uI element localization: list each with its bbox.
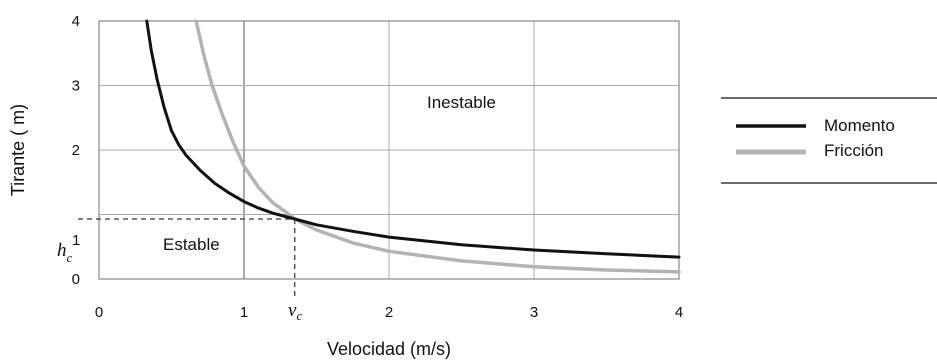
x-tick-label: 3 <box>530 304 538 321</box>
plot-frame <box>98 20 680 280</box>
critical-reference-lines <box>78 218 296 300</box>
y-tick-label: 2 <box>72 142 80 159</box>
x-axis-title: Velocidad (m/s) <box>327 339 451 359</box>
series-line-momento <box>145 19 681 259</box>
x-tick-label: 1 <box>240 304 248 321</box>
x-tick-labels: 0 1 2 3 4 <box>95 304 683 321</box>
y-tick-label: 0 <box>72 271 80 288</box>
y-tick-label: 3 <box>72 78 80 95</box>
legend-label-momento: Momento <box>824 116 895 135</box>
y-tick-label: 4 <box>72 13 80 30</box>
vc-label: vc <box>288 300 302 323</box>
stable-region-label: Estable <box>163 235 220 254</box>
legend-label-friccion: Fricción <box>824 141 884 160</box>
unstable-region-label: Inestable <box>427 93 496 112</box>
x-tick-label: 4 <box>675 304 683 321</box>
series-line-friccion <box>194 19 681 274</box>
hc-one-label: 1 <box>72 232 80 249</box>
x-tick-label: 0 <box>95 304 103 321</box>
y-tick-labels: 0 2 3 4 <box>72 13 80 288</box>
series-group <box>145 19 681 274</box>
legend: Momento Fricción <box>721 97 937 184</box>
y-axis-title: Tirante ( m) <box>8 104 28 196</box>
x-tick-label: 2 <box>385 304 393 321</box>
hc-label: hc <box>57 240 73 265</box>
